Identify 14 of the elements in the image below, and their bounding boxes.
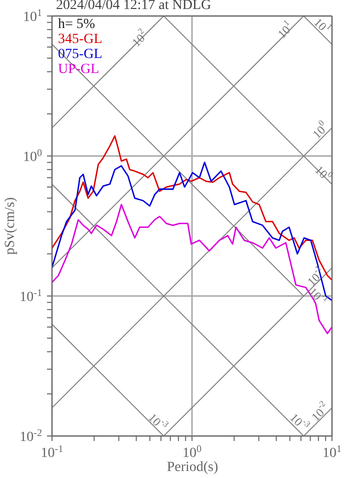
y-tick-label: 10$^{0}$ — [22, 148, 42, 165]
x-tick-label: 10$^{0}$ — [182, 444, 202, 461]
x-axis-title: Period(s) — [166, 460, 218, 476]
y-tick-label: 10$^{-2}$ — [20, 428, 42, 445]
chart-title: 2024/04/04 12:17 at NDLG — [56, 0, 212, 14]
text: 075-GL — [58, 47, 102, 62]
y-tick-label: 10$^{1}$ — [22, 8, 42, 25]
x-tick-label: 10$^{1}$ — [322, 444, 342, 461]
text: 345-GL — [58, 32, 102, 47]
text: UP-GL — [58, 62, 100, 77]
y-axis-title: pSv(cm/s) — [3, 196, 19, 254]
x-tick-label: 10$^{-1}$ — [40, 444, 64, 461]
y-tick-label: 10$^{-1}$ — [20, 288, 42, 305]
annotation: h= 5% — [58, 17, 96, 32]
